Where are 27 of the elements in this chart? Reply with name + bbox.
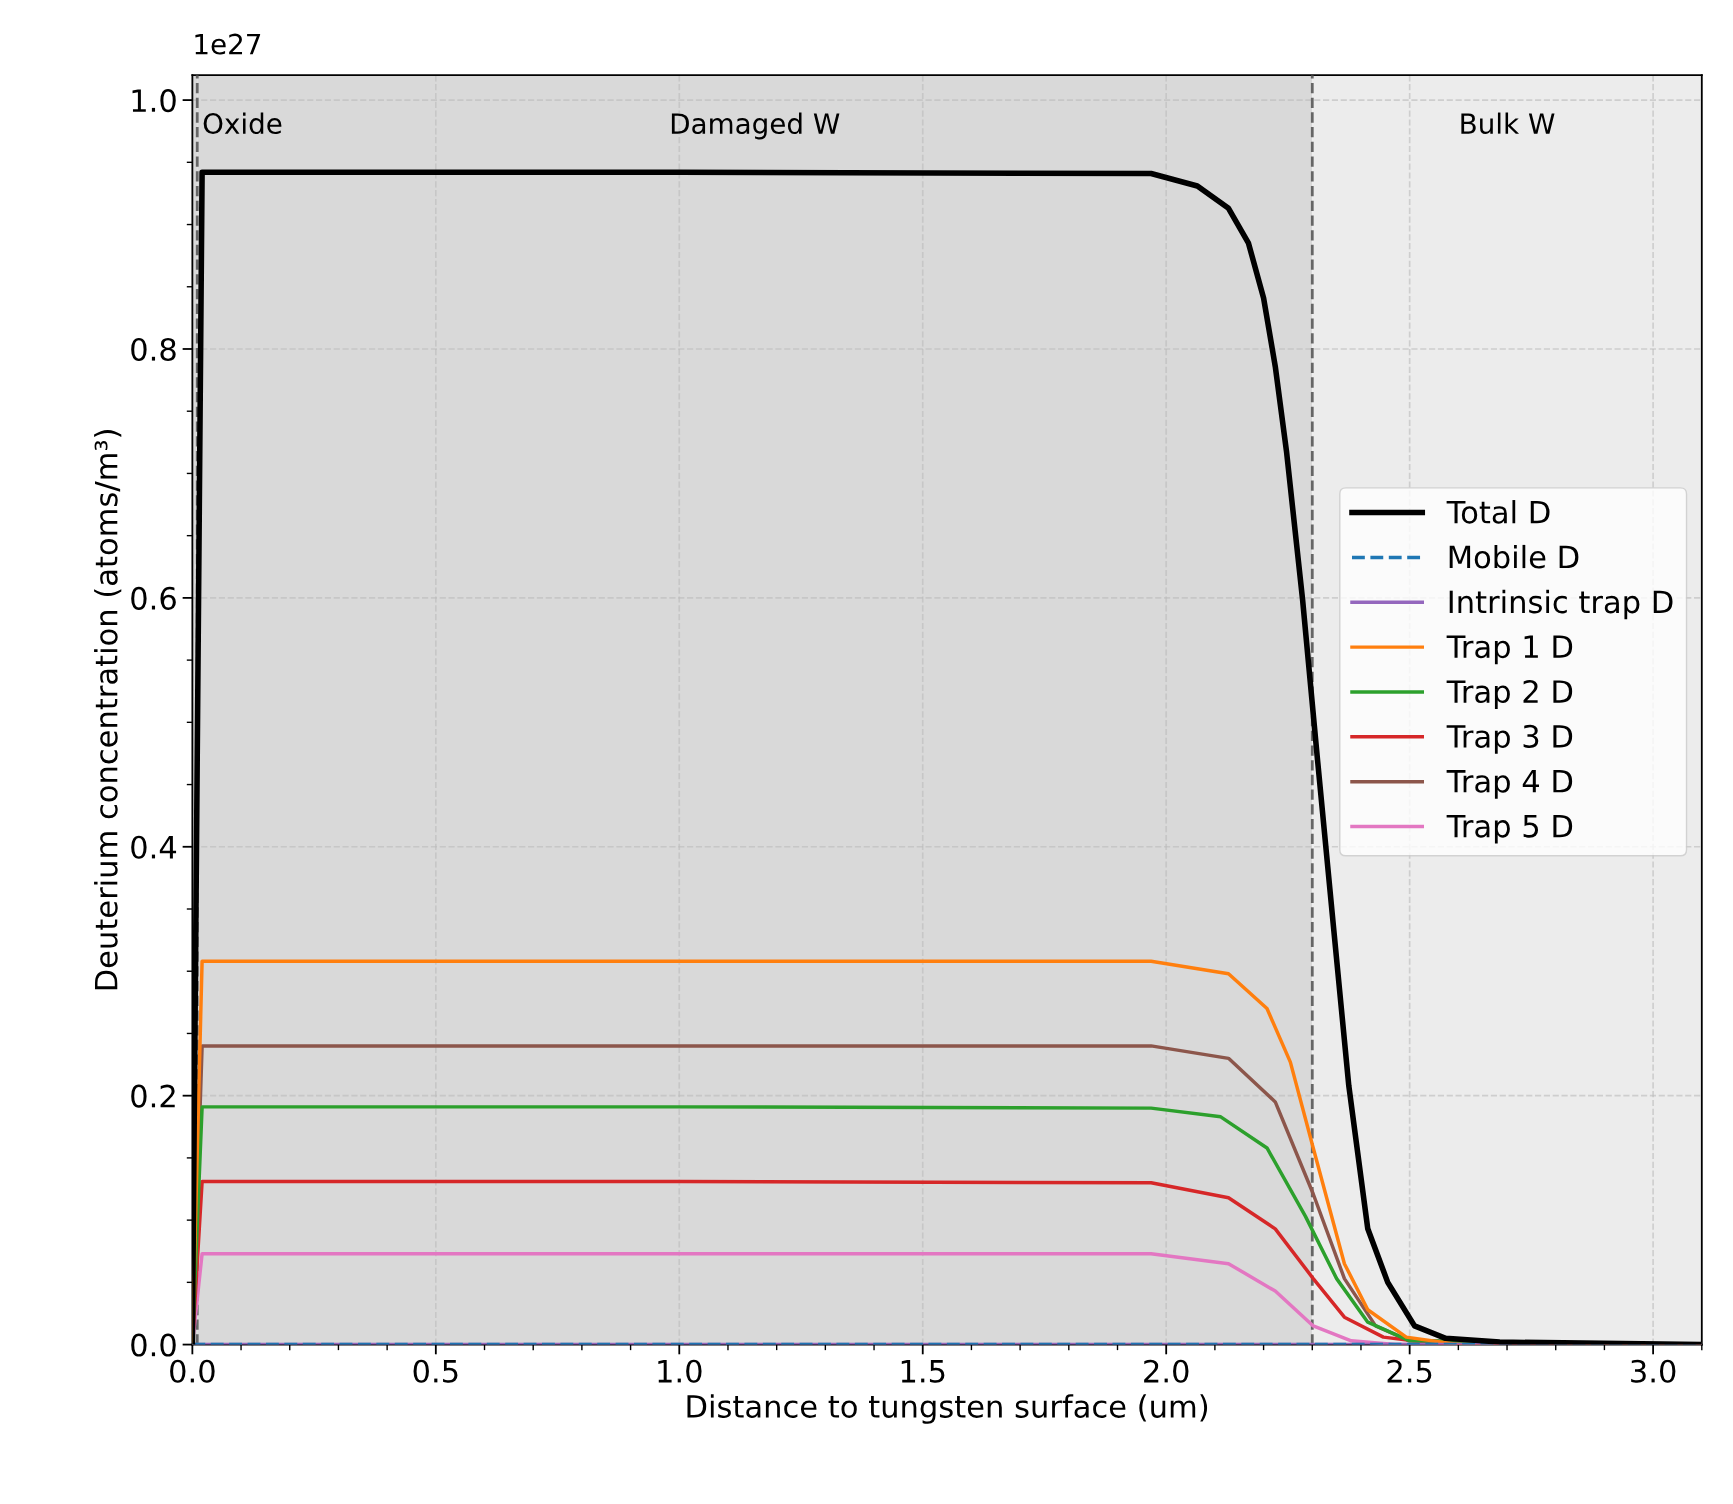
y-tick-label: 0.0 <box>131 1333 176 1357</box>
x-tick-label: 0.0 <box>170 1359 215 1383</box>
x-tick-label: 1.5 <box>901 1360 945 1383</box>
x-tick-label: 0.5 <box>413 1359 458 1383</box>
y-tick-label: 0.6 <box>131 586 176 610</box>
y-tick-label: 0.2 <box>131 1084 175 1108</box>
x-tick-label: 2.5 <box>1387 1359 1432 1383</box>
y-axis-title: Deuterium concentration (atoms/m³) <box>94 430 122 990</box>
x-tick-label: 2.0 <box>1144 1359 1189 1383</box>
band-label: Bulk W <box>1461 112 1555 135</box>
legend-label: Mobile D <box>1449 544 1579 569</box>
legend-label: Trap 3 D <box>1446 724 1573 754</box>
y-tick-label: 0.4 <box>131 835 177 859</box>
band-label: Oxide <box>203 112 282 135</box>
x-axis-title: Distance to tungsten surface (um) <box>687 1394 1208 1424</box>
legend-label: Trap 2 D <box>1446 679 1573 710</box>
legend-label: Total D <box>1446 500 1550 524</box>
y-tick-label: 0.8 <box>131 337 176 362</box>
x-tick-label: 3.0 <box>1631 1359 1676 1383</box>
legend-label: Trap 1 D <box>1446 635 1573 665</box>
band-label: Damaged W <box>671 112 840 140</box>
legend-label: Trap 5 D <box>1446 814 1573 844</box>
y-tick-label: 1.0 <box>132 89 176 113</box>
legend-label: Trap 4 D <box>1446 770 1573 799</box>
text: 1e27 <box>195 33 261 55</box>
x-tick-label: 1.0 <box>658 1359 702 1383</box>
legend-label: Intrinsic trap D <box>1449 589 1673 620</box>
